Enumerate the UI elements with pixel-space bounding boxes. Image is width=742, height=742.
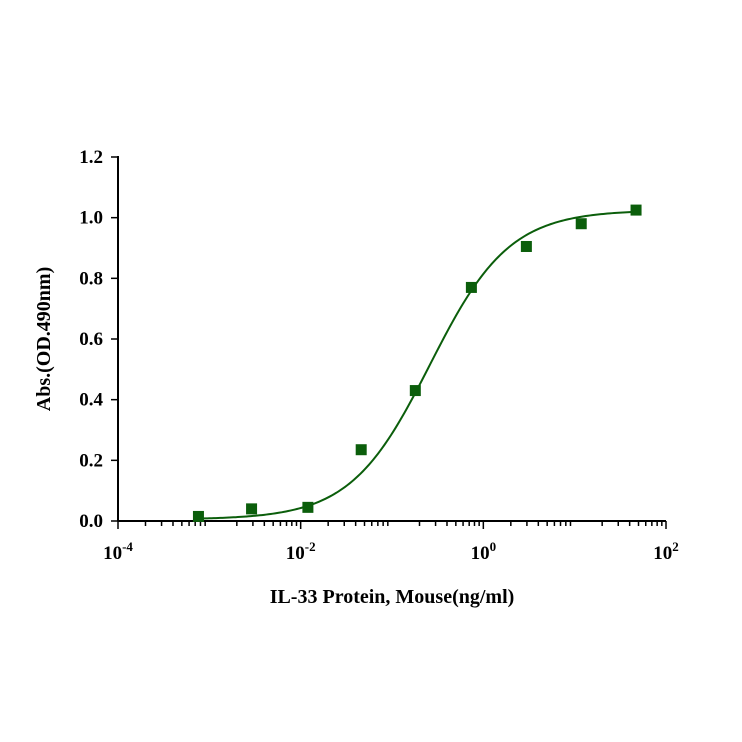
data-point [409,385,421,397]
y-tick-label: 0.6 [79,329,103,350]
x-tick-label: 100 [471,539,497,564]
data-point [246,503,258,515]
data-point [465,281,477,293]
data-point [192,510,204,522]
x-tick-label: 10-2 [286,539,316,564]
data-point [575,218,587,230]
y-tick-label: 1.2 [79,147,103,168]
data-point [520,240,532,252]
y-tick-label: 0.2 [79,450,103,471]
y-axis-title: Abs.(OD.490nm) [33,267,55,411]
fit-curve-layer [198,210,637,520]
data-point [302,501,314,513]
data-point [630,204,642,216]
data-point [355,444,367,456]
data-points-layer [192,204,642,522]
axes: 0.0 0.2 0.4 0.6 0.8 1.0 1.2 10-4 10-2 100 102 [79,147,679,564]
x-tick-label: 10-4 [103,539,133,564]
x-axis-title: IL-33 Protein, Mouse(ng/ml) [270,586,515,608]
x-tick-label: 102 [653,539,679,564]
fit-curve-line [198,210,637,520]
y-tick-label: 0.0 [79,511,103,532]
y-tick-label: 1.0 [79,208,103,229]
y-tick-label: 0.8 [79,268,103,289]
y-tick-label: 0.4 [79,390,103,411]
